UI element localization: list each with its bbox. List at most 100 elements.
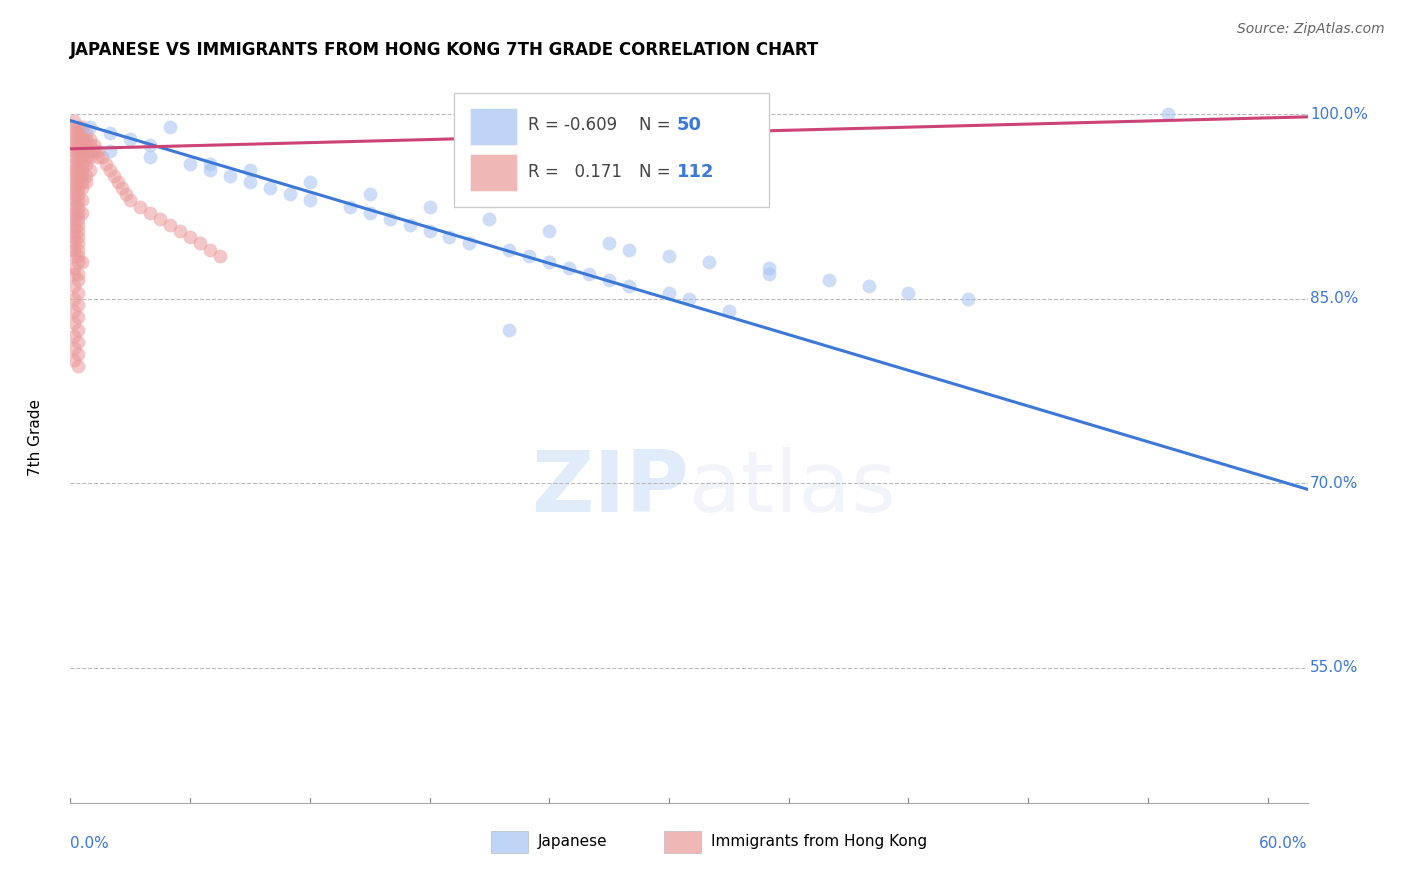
Point bbox=[717, 304, 740, 318]
Point bbox=[79, 132, 101, 146]
Point bbox=[239, 162, 262, 177]
Point bbox=[63, 317, 86, 331]
Point bbox=[87, 150, 110, 164]
Point bbox=[83, 145, 105, 159]
Point bbox=[67, 249, 90, 263]
Point bbox=[63, 353, 86, 368]
Point bbox=[63, 211, 86, 226]
Point bbox=[63, 187, 86, 202]
Point bbox=[67, 175, 90, 189]
Point bbox=[79, 145, 101, 159]
Point bbox=[72, 126, 94, 140]
Text: 0.0%: 0.0% bbox=[70, 836, 110, 851]
Point bbox=[72, 150, 94, 164]
Point bbox=[63, 138, 86, 153]
Point bbox=[67, 169, 90, 183]
Point bbox=[63, 194, 86, 208]
FancyBboxPatch shape bbox=[454, 94, 769, 207]
Text: R =   0.171: R = 0.171 bbox=[529, 163, 621, 181]
Point bbox=[478, 211, 501, 226]
Point bbox=[75, 150, 97, 164]
FancyBboxPatch shape bbox=[470, 108, 517, 145]
Text: 70.0%: 70.0% bbox=[1310, 475, 1358, 491]
Point bbox=[359, 205, 381, 219]
Point bbox=[897, 285, 920, 300]
Point bbox=[63, 132, 86, 146]
Point bbox=[63, 230, 86, 244]
Point bbox=[1157, 107, 1180, 121]
Point bbox=[67, 236, 90, 251]
Text: 60.0%: 60.0% bbox=[1260, 836, 1308, 851]
Point bbox=[957, 292, 980, 306]
Point bbox=[298, 175, 321, 189]
Point bbox=[758, 261, 780, 276]
Point bbox=[858, 279, 880, 293]
Point bbox=[259, 181, 281, 195]
Point bbox=[79, 138, 101, 153]
Point bbox=[67, 181, 90, 195]
Point bbox=[67, 224, 90, 238]
Text: 50: 50 bbox=[676, 116, 702, 134]
Point bbox=[67, 162, 90, 177]
Point bbox=[75, 175, 97, 189]
Point bbox=[63, 120, 86, 134]
Point bbox=[72, 194, 94, 208]
Text: 55.0%: 55.0% bbox=[1310, 660, 1358, 675]
Point bbox=[658, 249, 681, 263]
Point bbox=[67, 120, 90, 134]
Point bbox=[617, 279, 640, 293]
Point bbox=[67, 230, 90, 244]
Text: Japanese: Japanese bbox=[538, 834, 607, 849]
Point bbox=[63, 156, 86, 170]
Point bbox=[598, 236, 620, 251]
Point bbox=[98, 162, 121, 177]
Point bbox=[115, 187, 138, 202]
Point bbox=[359, 187, 381, 202]
Point bbox=[658, 285, 681, 300]
Point bbox=[63, 200, 86, 214]
Text: 85.0%: 85.0% bbox=[1310, 292, 1358, 306]
Point bbox=[111, 181, 134, 195]
Point bbox=[63, 236, 86, 251]
Point bbox=[139, 138, 162, 153]
Point bbox=[72, 181, 94, 195]
Point bbox=[63, 261, 86, 276]
Point bbox=[67, 200, 90, 214]
Point bbox=[98, 126, 121, 140]
Point bbox=[98, 145, 121, 159]
Point bbox=[91, 150, 114, 164]
Point bbox=[63, 181, 86, 195]
Point bbox=[67, 132, 90, 146]
Text: 7th Grade: 7th Grade bbox=[28, 399, 44, 475]
Point bbox=[75, 145, 97, 159]
Point bbox=[63, 169, 86, 183]
Point bbox=[63, 279, 86, 293]
Point bbox=[339, 200, 361, 214]
Point bbox=[67, 156, 90, 170]
Point bbox=[67, 194, 90, 208]
Text: R = -0.609: R = -0.609 bbox=[529, 116, 617, 134]
Point bbox=[120, 194, 142, 208]
FancyBboxPatch shape bbox=[664, 830, 702, 853]
Point bbox=[208, 249, 231, 263]
Point bbox=[179, 230, 201, 244]
Point bbox=[278, 187, 301, 202]
Point bbox=[598, 273, 620, 287]
Point bbox=[63, 267, 86, 281]
Point bbox=[538, 224, 561, 238]
Point bbox=[72, 175, 94, 189]
Point bbox=[63, 205, 86, 219]
Text: atlas: atlas bbox=[689, 447, 897, 530]
Point bbox=[67, 126, 90, 140]
Text: 100.0%: 100.0% bbox=[1310, 107, 1368, 122]
Point bbox=[67, 218, 90, 232]
Point bbox=[67, 150, 90, 164]
Point bbox=[63, 175, 86, 189]
Point bbox=[139, 205, 162, 219]
Point bbox=[67, 187, 90, 202]
Point bbox=[298, 194, 321, 208]
Text: N =: N = bbox=[640, 116, 676, 134]
Point bbox=[63, 113, 86, 128]
Point bbox=[538, 255, 561, 269]
Point bbox=[67, 298, 90, 312]
